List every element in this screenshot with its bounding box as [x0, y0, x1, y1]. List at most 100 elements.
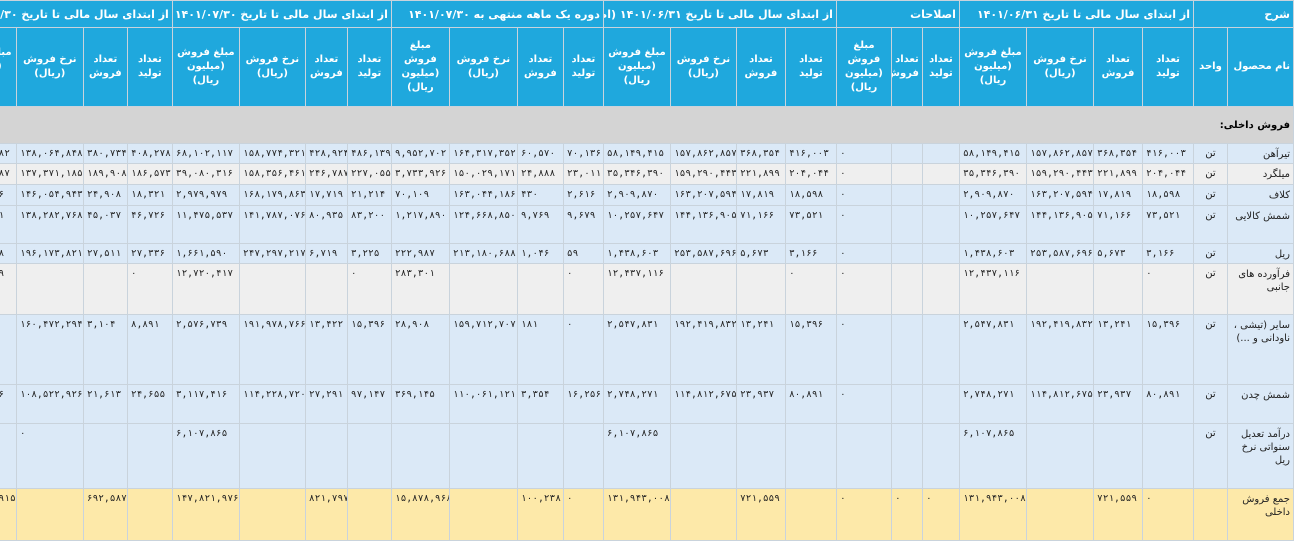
value-cell: ۴۰۸,۲۷۸: [126, 143, 173, 164]
value-cell: ۳۹,۰۸۰,۳۱۶: [171, 163, 240, 185]
value-cell: ۱۱۴,۲۲۸,۷۲۰: [238, 384, 306, 424]
value-cell: ۱۴۴,۱۳۶,۹۰۵: [1026, 205, 1094, 244]
table-row: فرآورده های جانبی تن ۰ ۱۲,۴۳۷,۱۱۶ ۰ ۰ ۱۲,۴۳۷,۱…: [0, 263, 1294, 315]
value-cell: [890, 384, 923, 424]
column-header-19: نرخ فروش (ریال): [238, 27, 306, 107]
value-cell: ۶,۱۰۷,۸۶۵: [958, 423, 1028, 489]
value-cell: ۲۷,۳۳۶: [126, 243, 173, 264]
table-row: درآمد تعدیل سنواتی نرخ ریل تن ۶,۱۰۷,۸۶۵ ۶,۱…: [0, 423, 1294, 489]
value-cell: ۱۶۴,۳۱۷,۳۵۲: [448, 143, 518, 164]
product-name-cell: میلگرد: [1227, 163, 1294, 185]
product-name-cell: جمع فروش داخلی: [1227, 488, 1294, 541]
value-cell: [390, 423, 450, 489]
value-cell: ۱۲۴,۶۶۸,۸۵۰: [448, 205, 518, 244]
value-cell: ۰: [835, 314, 892, 385]
value-cell: ۲۴,۸۸۸: [516, 163, 564, 185]
unit-cell: تن: [1193, 143, 1228, 164]
value-cell: ۱۷,۷۱۹: [304, 184, 348, 206]
value-cell: ۱۲,۴۳۷,۱۱۶: [958, 263, 1028, 315]
column-header-22: تعداد فروش: [82, 27, 128, 107]
value-cell: ۲۷,۲۹۱: [304, 384, 348, 424]
value-cell: [735, 423, 786, 489]
value-cell: ۴۲۸,۹۲۴: [304, 143, 348, 164]
value-cell: ۱۹۲,۴۱۹,۸۳۲: [669, 314, 737, 385]
value-cell: ۱۸۶,۵۷۳: [126, 163, 173, 185]
value-cell: [304, 263, 348, 315]
value-cell: ۲۲۱,۸۹۹: [735, 163, 786, 185]
unit-cell: تن: [1193, 205, 1228, 244]
product-name-cell: فرآورده های جانبی: [1227, 263, 1294, 315]
value-cell: ۳۶۹,۱۴۵: [390, 384, 450, 424]
value-cell: ۱۱۰,۰۶۱,۱۲۱: [448, 384, 518, 424]
value-cell: ۱۳۸,۰۶۴,۸۴۸: [15, 143, 84, 164]
value-cell: [890, 243, 923, 264]
value-cell: [784, 488, 837, 541]
value-cell: ۶۸,۱۰۲,۱۱۷: [171, 143, 240, 164]
unit-cell: تن: [1193, 384, 1228, 424]
value-cell: ۰: [890, 488, 923, 541]
value-cell: ۰: [562, 314, 604, 385]
value-cell: ۷۳,۵۲۱: [784, 205, 837, 244]
section-title: فروش داخلی:: [0, 106, 1294, 144]
value-cell: [516, 263, 564, 315]
value-cell: [890, 205, 923, 244]
value-cell: ۹,۶۷۹: [562, 205, 604, 244]
value-cell: [1142, 423, 1194, 489]
value-cell: [1026, 423, 1094, 489]
value-cell: ۷۰,۱۰۹: [390, 184, 450, 206]
value-cell: [921, 243, 960, 264]
value-cell: [1026, 263, 1094, 315]
value-cell: ۳۸۰,۷۳۴: [82, 143, 128, 164]
value-cell: ۲,۵۴۷,۸۳۱: [958, 314, 1028, 385]
value-cell: [448, 423, 518, 489]
value-cell: ۰: [562, 263, 604, 315]
value-cell: ۷۲۱,۵۵۹: [1093, 488, 1143, 541]
unit-cell: تن: [1193, 243, 1228, 264]
header-group-5: از ابتدای سال مالی تا تاریخ ۱۴۰۱/۰۷/۳۰: [171, 0, 392, 28]
value-cell: ۰: [15, 423, 84, 489]
value-cell: [921, 205, 960, 244]
column-header-21: تعداد تولید: [126, 27, 173, 107]
value-cell: ۱۸۹,۹۰۸: [82, 163, 128, 185]
column-header-15: نرخ فروش (ریال): [448, 27, 518, 107]
value-cell: ۲۸۳,۳۰۱: [390, 263, 450, 315]
product-name-cell: تیرآهن: [1227, 143, 1294, 164]
value-cell: ۸۳,۲۰۰: [346, 205, 392, 244]
column-header-8: مبلغ فروش (میلیون ریال): [835, 27, 892, 107]
header-group-2: اصلاحات: [835, 0, 960, 28]
header-group-0: شرح: [1193, 0, 1294, 28]
value-cell: ۳,۳۵۴: [516, 384, 564, 424]
column-header-3: تعداد فروش: [1093, 27, 1143, 107]
value-cell: ۳,۷۳۳,۹۲۶: [390, 163, 450, 185]
value-cell: ۱۰,۲۵۷,۶۴۷: [958, 205, 1028, 244]
value-cell: ۲۲۲,۹۸۷: [390, 243, 450, 264]
value-cell: ۴۱۶,۰۰۳: [1142, 143, 1194, 164]
value-cell: ۳۶۸,۳۵۴: [1093, 143, 1143, 164]
value-cell: ۱۰۰,۲۳۸: [516, 488, 564, 541]
value-cell: ۱۴۴,۱۳۶,۹۰۵: [669, 205, 737, 244]
column-header-9: تعداد تولید: [784, 27, 837, 107]
value-cell: ۰: [1142, 263, 1194, 315]
value-cell: ۳,۱۰۴: [82, 314, 128, 385]
header-column-row: نام محصول واحد تعداد تولید تعداد فروش نرخ فر…: [0, 27, 1294, 107]
unit-cell: تن: [1193, 423, 1228, 489]
value-cell: ۱۷,۸۱۹: [1093, 184, 1143, 206]
value-cell: ۲,۹۰۹,۸۷۰: [958, 184, 1028, 206]
value-cell: ۱۴۷,۸۲۱,۹۷۶: [171, 488, 240, 541]
value-cell: ۱۳,۲۴۱: [1093, 314, 1143, 385]
value-cell: [126, 488, 173, 541]
value-cell: ۴۱۶,۰۰۳: [784, 143, 837, 164]
column-header-10: تعداد فروش: [735, 27, 786, 107]
product-name-cell: شمش کالایی: [1227, 205, 1294, 244]
value-cell: ۸۰,۸۹۱: [1142, 384, 1194, 424]
value-cell: ۱,۶۶۱,۵۹۰: [171, 243, 240, 264]
value-cell: ۱,۲۱۷,۸۹۰: [390, 205, 450, 244]
value-cell: ۲,۳۴۵,۵۰۶: [0, 384, 17, 424]
value-cell: ۱۵۹,۲۹۰,۴۴۳: [1026, 163, 1094, 185]
header-group-4: دوره یک ماهه منتهی به ۱۴۰۱/۰۷/۳۰: [390, 0, 604, 28]
value-cell: ۰: [921, 488, 960, 541]
value-cell: ۸,۸۹۱: [126, 314, 173, 385]
value-cell: [126, 423, 173, 489]
